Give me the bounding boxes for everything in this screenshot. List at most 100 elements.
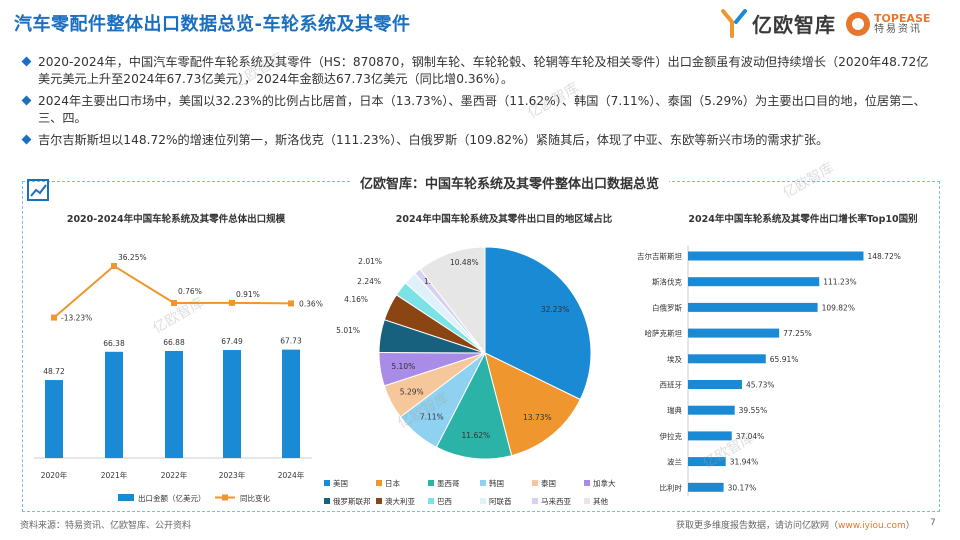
bar-value-label: 30.17% [728,483,757,492]
pie-value-label: 2.24% [357,277,381,286]
legend-swatch [324,480,330,486]
bar-value-label: 66.88 [163,338,185,347]
pie-value-label: 32.23% [541,305,570,314]
bar [688,354,766,364]
bar-value-label: 67.73 [280,337,302,346]
bar [688,405,735,415]
bar-value-label: 111.23% [823,278,856,287]
pie-slice [484,246,592,401]
legend-label: 阿联酋 [489,496,512,506]
pie-value-label: 5.01% [336,326,360,335]
legend-label: 日本 [385,478,400,488]
bar [223,350,241,458]
footer-more-text: 获取更多维度报告数据，请访问亿欧网（ [676,521,839,531]
yiou-logo: 亿欧智库 [720,8,836,38]
legend-label: 加拿大 [593,478,616,488]
bar-value-label: 37.04% [736,432,765,441]
bar [688,251,864,261]
yoy-point [288,300,294,307]
y-tick-label: 哈萨克斯坦 [645,328,683,338]
x-tick-label: 2022年 [161,470,188,480]
legend-swatch [376,498,382,504]
y-tick-label: 波兰 [667,457,682,467]
export-scale-chart: 2020-2024年中国车轮系统及其零件总体出口规模 48.72 2020年 66.3… [34,213,323,503]
legend-label: 其他 [593,496,608,506]
legend-label: 墨西哥 [437,479,460,488]
topease-logo-en: TOPEASE [874,11,931,25]
source-note: 资料来源：特易资讯、亿欧智库、公开资料 [20,521,192,531]
bar-value-label: 65.91% [770,355,799,364]
bar [165,350,183,458]
pie-value-label: 4.16% [344,295,368,304]
legend-label: 韩国 [489,478,504,488]
bar [688,328,780,338]
y-tick-label: 伊拉克 [660,431,683,441]
bar [282,349,300,458]
pie-value-label: 13.73% [523,413,552,422]
x-tick-label: 2024年 [278,470,305,480]
bullet-text: 吉尔吉斯斯坦以148.72%的增速位列第一，斯洛伐克（111.23%）、白俄罗斯… [38,133,829,147]
bar [688,457,726,467]
pie-value-label: 7.11% [420,412,444,421]
pie-slice [435,351,513,460]
yoy-label: 0.91% [236,290,260,299]
bar [105,351,123,458]
bar [688,431,732,441]
chart-panel-icon [27,179,49,201]
y-tick-label: 白俄罗斯 [652,302,682,312]
x-tick-label: 2023年 [219,470,246,480]
legend-label: 巴西 [437,497,452,506]
y-tick-label: 瑞典 [667,405,682,415]
bar [688,482,724,492]
legend-label: 同比变化 [240,493,270,503]
chart-panel-title: 亿欧智库：中国车轮系统及其零件整体出口数据总览 [350,173,670,192]
chart-title: 2024年中国车轮系统及其零件出口目的地区域占比 [396,213,613,225]
pie-value-label: 11.62% [462,431,491,440]
legend-swatch [532,480,538,486]
legend-label: 出口金额（亿美元） [138,493,206,503]
page-number: 7 [930,518,936,528]
page-title: 汽车零配件整体出口数据总览-车轮系统及其零件 [14,14,411,35]
footer-more: 获取更多维度报告数据，请访问亿欧网（www.iyiou.com） [676,518,915,531]
pie-value-label: 2.01% [358,257,382,266]
chart-title: 2020-2024年中国车轮系统及其零件总体出口规模 [67,213,286,225]
yoy-label: 36.25% [118,253,147,262]
x-tick-label: 2020年 [41,470,68,480]
bar-value-label: 66.38 [103,339,125,348]
yiou-logo-text: 亿欧智库 [752,12,836,37]
pie-value-label: 5.10% [391,362,415,371]
pie-value-label: 10.48% [450,258,479,267]
legend-swatch-bar [118,494,134,501]
footer-more-end: ） [905,521,915,531]
bullet-text: 2024年主要出口市场中，美国以32.23%的比例占比居首，日本（13.73%）… [38,94,926,125]
legend-swatch [584,498,590,504]
legend-swatch [532,498,538,504]
bar [688,380,742,389]
legend-swatch [428,480,434,486]
topease-logo: TOPEASE 特易资讯 [846,12,930,36]
bullet-list: 2020-2024年，中国汽车零配件车轮系统及其零件（HS：870870，钢制车… [20,54,940,154]
legend-swatch [376,480,382,486]
legend-swatch [428,498,434,504]
bar [45,380,63,458]
topease-logo-cn: 特易资讯 [874,23,922,35]
y-tick-label: 吉尔吉斯斯坦 [637,251,682,261]
bar-value-label: 39.55% [739,406,768,415]
pie-slice [419,246,486,355]
y-tick-label: 斯洛伐克 [652,277,682,287]
y-tick-label: 比利时 [660,482,683,492]
y-tick-label: 西班牙 [660,380,683,390]
bar [688,277,820,287]
bar [688,302,818,312]
topease-logo-icon [846,12,870,36]
yoy-label: 0.36% [299,299,323,308]
footer-url-link[interactable]: www.iyiou.com [838,521,906,531]
legend-label: 俄罗斯联邦 [333,496,371,506]
x-tick-label: 2021年 [101,470,128,480]
y-tick-label: 埃及 [667,354,682,364]
bullet-item: 2020-2024年，中国汽车零配件车轮系统及其零件（HS：870870，钢制车… [20,54,940,88]
bar-value-label: 45.73% [746,381,775,390]
legend-label: 美国 [333,478,348,488]
chart-title: 2024年中国车轮系统及其零件出口增长率Top10国别 [688,213,917,225]
